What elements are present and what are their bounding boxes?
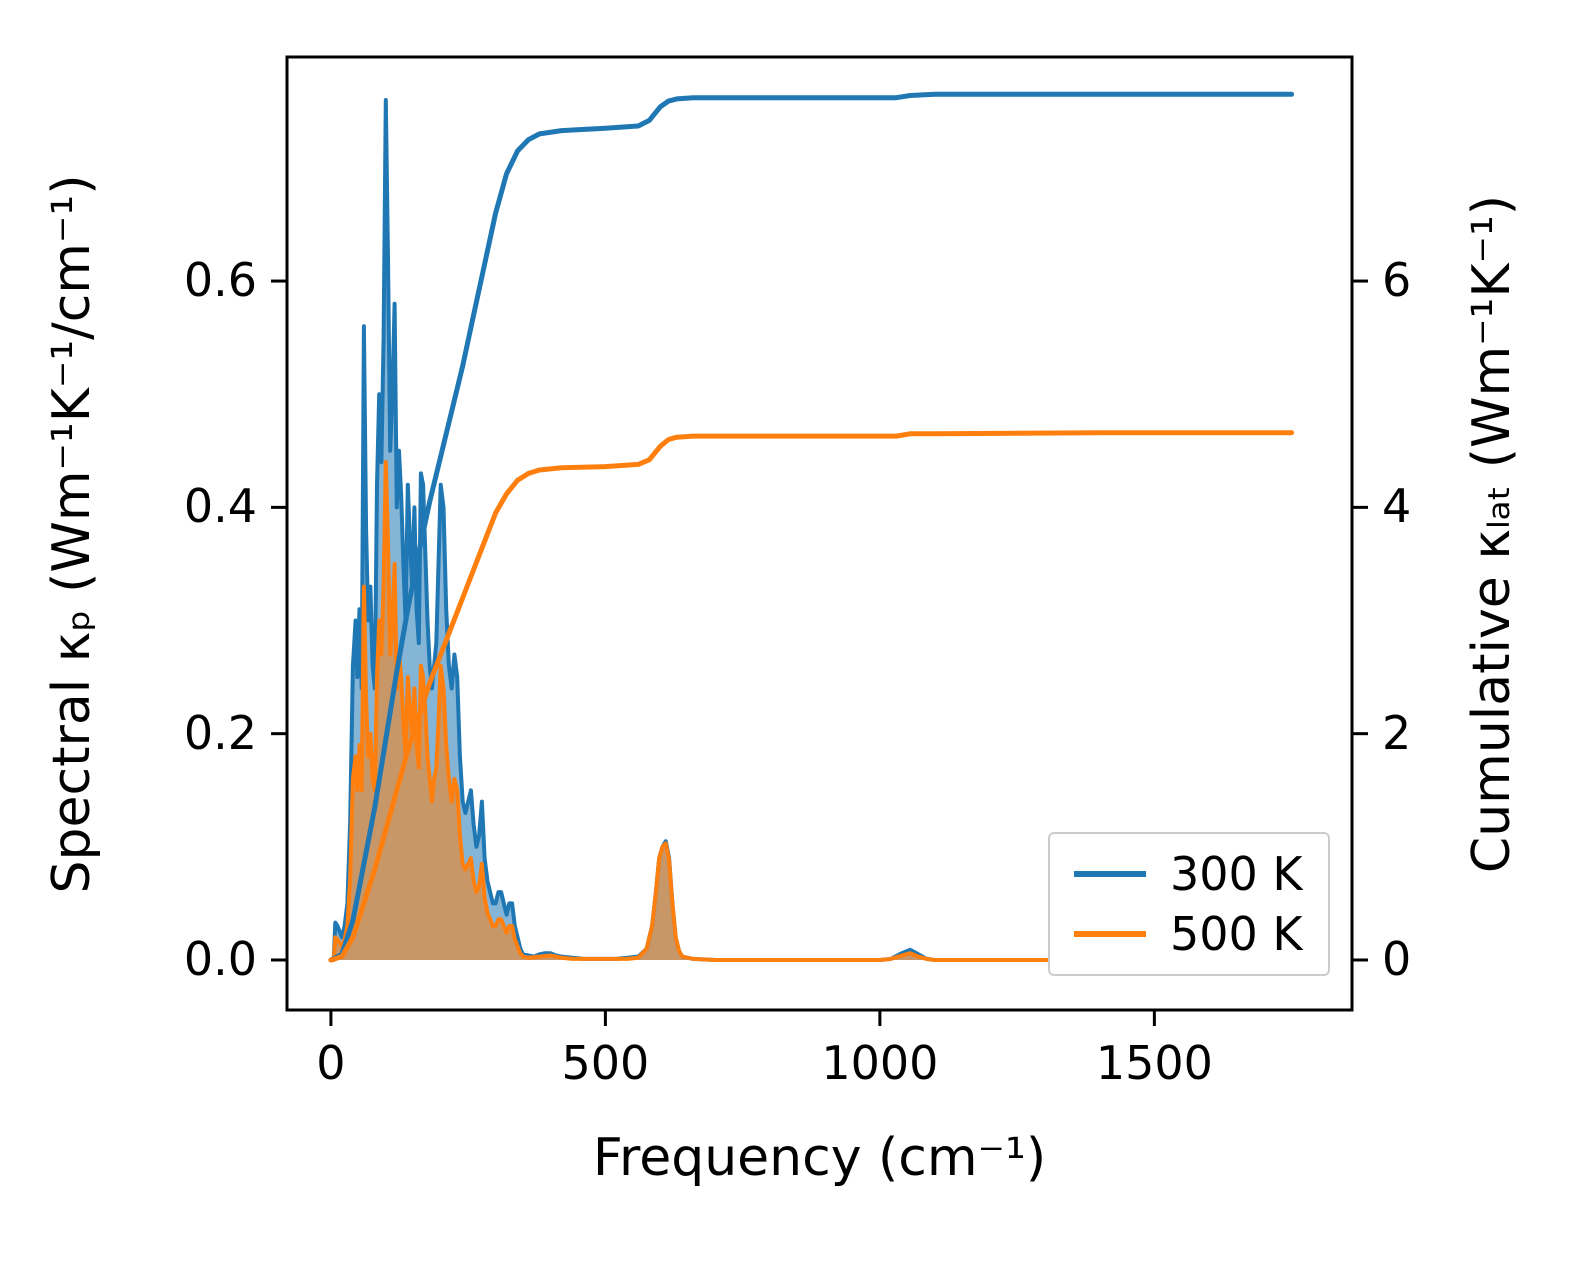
legend-entry-300k: 300 K (1050, 851, 1328, 897)
y-tick-label-left: 0.0 (183, 931, 257, 986)
area-spectral_kappa_500K (333, 462, 1292, 960)
line-cumulative_kappa_300K (328, 91, 1295, 963)
y-tick-label-left: 0.6 (183, 253, 257, 308)
legend: 300 K 500 K (1048, 832, 1330, 976)
x-tick-label: 1000 (821, 1036, 939, 1090)
y-tick-label-right: 0 (1382, 931, 1412, 986)
x-tick-label: 0 (316, 1036, 346, 1090)
x-tick-label: 500 (561, 1036, 650, 1090)
y-tick-label-right: 2 (1382, 705, 1412, 760)
area-spectral_kappa_300K (333, 100, 1292, 960)
line-spectral_kappa_300K (331, 98, 1294, 962)
x-tick-label: 1500 (1095, 1036, 1213, 1090)
legend-entry-500k: 500 K (1050, 911, 1328, 957)
y-tick-label-left: 0.2 (183, 705, 257, 760)
plot-frame (285, 55, 1354, 1012)
y-axis-label-left: Spectral κₚ (Wm⁻¹K⁻¹/cm⁻¹) (42, 174, 102, 894)
legend-swatch-500k (1074, 930, 1146, 937)
y-tick-label-right: 6 (1382, 253, 1412, 308)
line-cumulative_kappa_500K (328, 430, 1295, 963)
y-axis-label-right: Cumulative κₗₐₜ (Wm⁻¹K⁻¹) (1462, 194, 1522, 874)
y-tick-label-left: 0.4 (183, 479, 257, 534)
legend-label-300k: 300 K (1170, 847, 1303, 902)
x-axis-label: Frequency (cm⁻¹) (592, 1128, 1047, 1188)
legend-swatch-300k (1074, 871, 1146, 878)
y-tick-label-right: 4 (1382, 479, 1412, 534)
legend-label-500k: 500 K (1170, 906, 1303, 961)
line-spectral_kappa_500K (331, 460, 1294, 962)
